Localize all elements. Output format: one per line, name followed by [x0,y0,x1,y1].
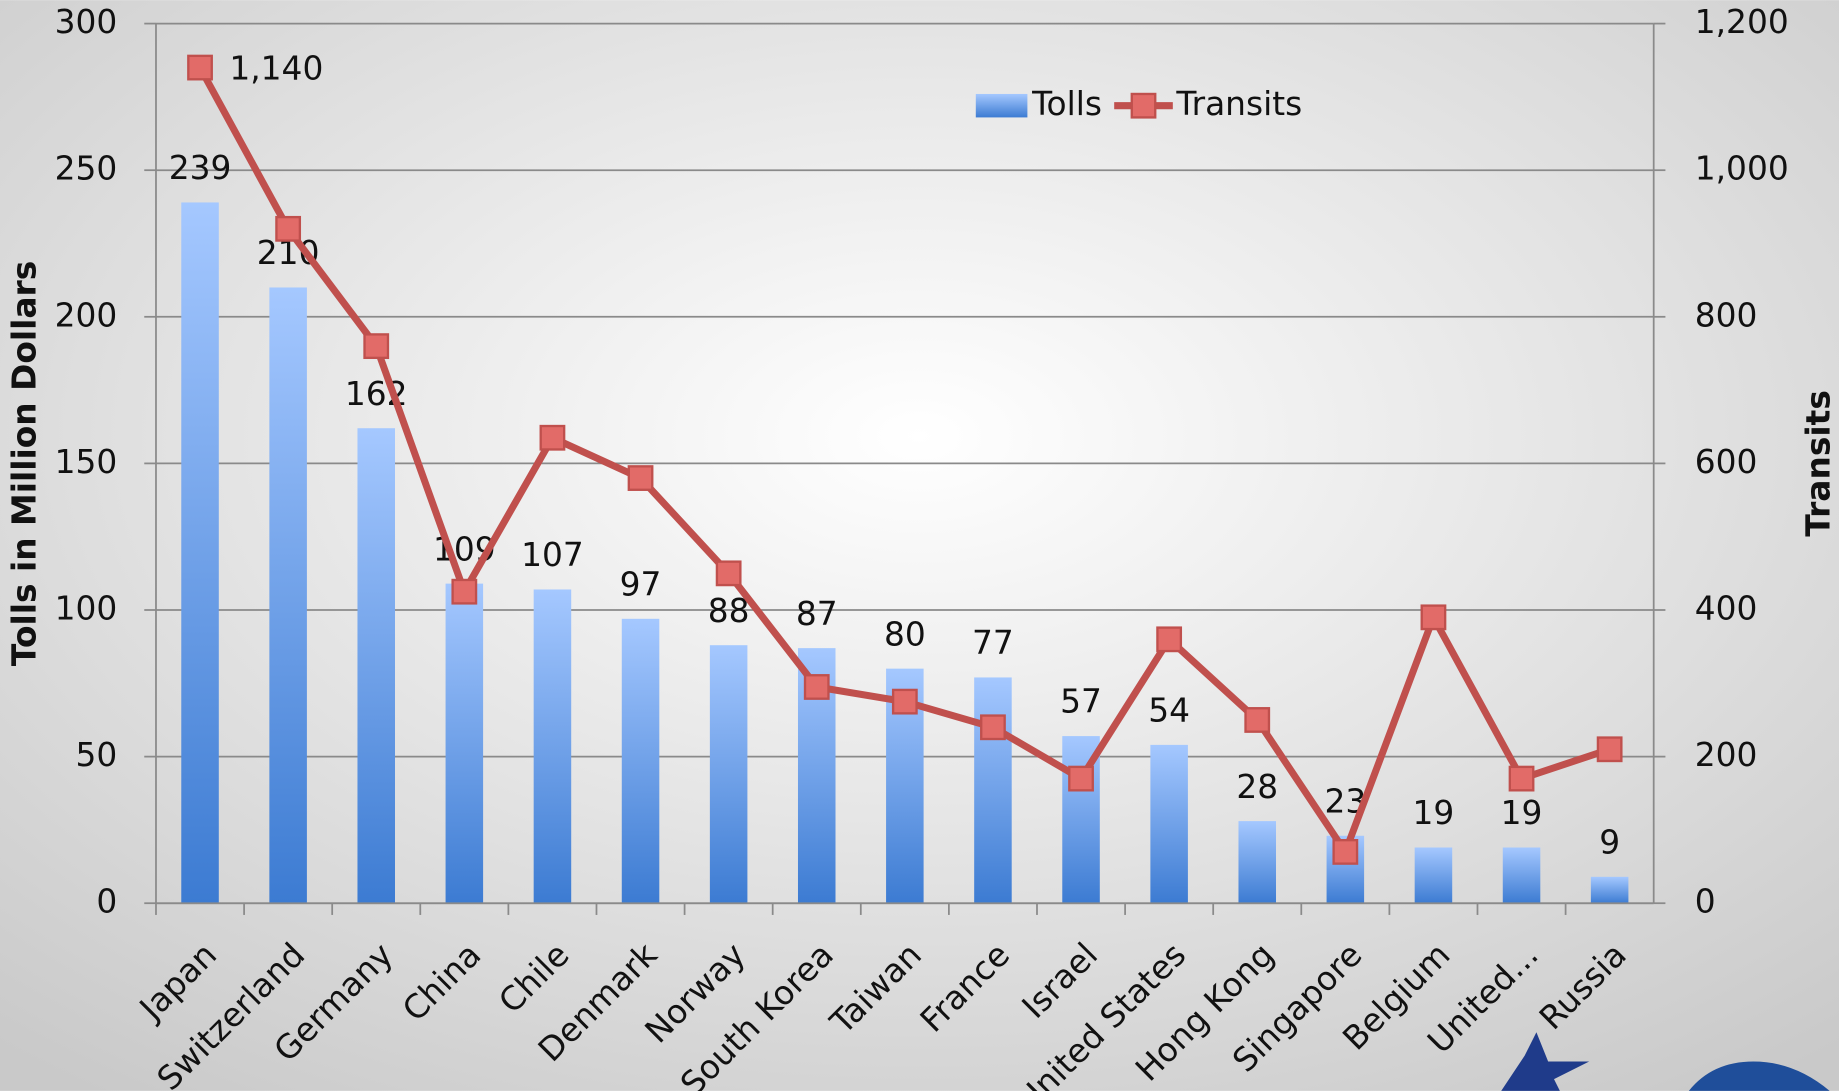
y-tick-label: 250 [55,150,118,188]
y-tick-label: 50 [76,736,118,774]
bar-label: 97 [620,565,662,603]
marker [539,424,566,451]
marker [275,215,302,242]
legend-marker [1130,92,1157,119]
y-tick-label: 200 [55,296,118,334]
bar [1414,847,1453,904]
bar [181,202,219,904]
bar-label: 239 [169,149,232,187]
marker [1156,626,1183,653]
bar-label: 9 [1599,823,1620,861]
bar-label: 80 [884,615,926,653]
legend-label: Tolls [1031,85,1102,123]
bar [621,618,660,904]
bar-label: 28 [1236,768,1278,806]
bar-label: 57 [1060,683,1102,721]
y2-tick-label: 200 [1695,736,1758,774]
bar [974,677,1012,904]
bar-label: 54 [1148,692,1190,730]
marker [1068,765,1094,792]
marker [627,465,654,491]
bar [533,589,572,904]
y2-tick-label: 400 [1695,590,1758,628]
marker [803,674,830,700]
bar [269,287,307,904]
bar [1590,876,1629,904]
marker [1244,707,1271,733]
y2-tick-label: 1,000 [1695,150,1789,188]
y2-tick-label: 0 [1695,883,1716,921]
bar [1502,847,1541,904]
legend-swatch [975,93,1028,118]
y2-axis-label: Transits [1800,390,1838,537]
marker [1596,736,1623,763]
marker [980,714,1006,741]
line-label: 1,140 [229,49,323,87]
y-tick-label: 0 [96,883,117,921]
bar-label: 88 [708,592,750,630]
bar [445,583,484,904]
y-tick-label: 300 [55,3,118,41]
marker [1420,604,1447,631]
y-axis-label: Tolls in Million Dollars [5,261,43,666]
y2-tick-label: 1,200 [1695,3,1789,41]
legend-label: Transits [1175,85,1302,123]
marker [1508,765,1535,792]
bar-label: 77 [972,624,1014,662]
bar [1150,744,1188,904]
bar-label: 19 [1413,794,1455,832]
bar [709,645,748,904]
y-tick-label: 150 [55,443,118,481]
marker [891,688,918,715]
bar [1238,821,1277,904]
bar-label: 19 [1501,794,1543,832]
bar [357,428,396,904]
bar-label: 107 [521,536,584,574]
marker [715,560,742,587]
y-tick-label: 100 [55,590,118,628]
y2-tick-label: 800 [1695,296,1758,334]
bar-label: 87 [796,595,838,633]
logos [1501,1032,1830,1091]
marker [451,578,478,605]
marker [363,333,390,360]
marker [187,54,213,81]
y2-tick-label: 600 [1695,443,1758,481]
marker [1332,839,1359,865]
